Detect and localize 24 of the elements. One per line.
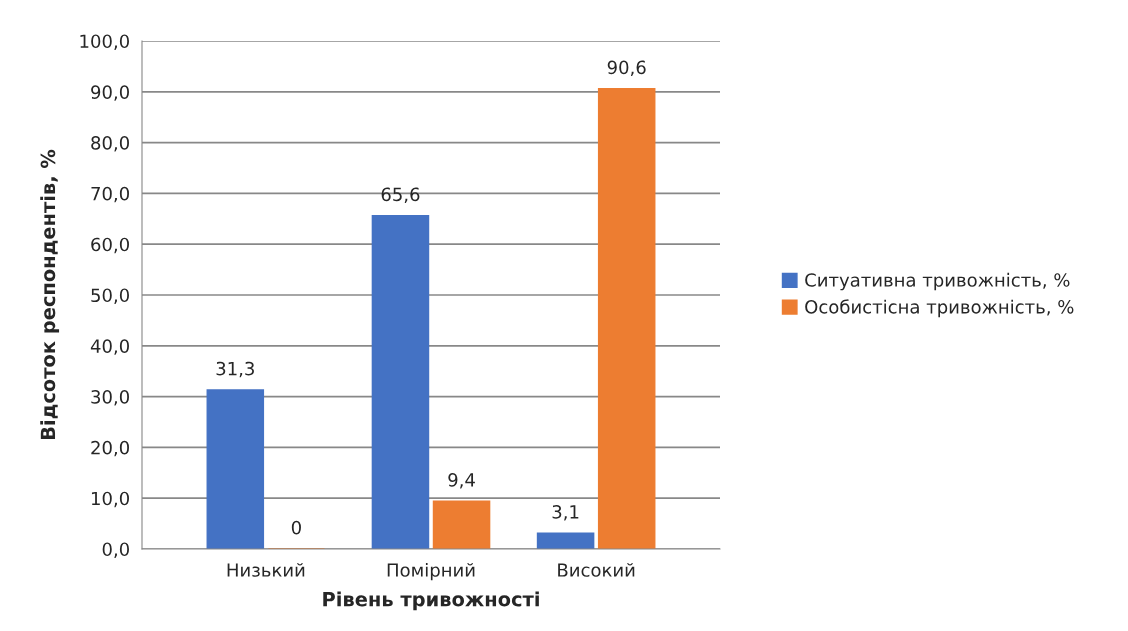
y-tick-label: 0,0 [102,542,129,558]
y-tick-label: 20,0 [91,440,129,457]
data-label: 9,4 [448,472,475,489]
y-tick-label: 50,0 [91,288,129,304]
data-label: 90,6 [607,60,646,76]
y-tick-label: 100,0 [80,34,129,50]
y-tick-label: 60,0 [91,237,129,254]
y-tick-label: 30,0 [91,390,129,406]
legend-label: Ситуативна тривожність, % [805,272,1070,291]
legend-label: Особистісна тривожність, % [805,299,1074,318]
y-axis-title: Відсоток респондентів, % [40,149,60,440]
x-tick-label: Низький [227,562,305,577]
y-tick-label: 90,0 [91,85,129,101]
y-tick-label: 70,0 [91,186,129,203]
x-axis-title: Рівень тривожності [323,591,539,611]
x-tick-label: Високий [558,562,635,577]
y-tick-label: 80,0 [91,136,129,152]
y-tick-label: 40,0 [90,339,129,355]
y-tick-label: 10,0 [91,491,129,508]
data-label: 65,6 [381,187,420,203]
x-tick-label: Помірний [387,562,475,581]
data-label: 31,3 [216,361,254,378]
data-label: 0 [291,520,301,535]
data-label: 3,1 [552,504,579,521]
